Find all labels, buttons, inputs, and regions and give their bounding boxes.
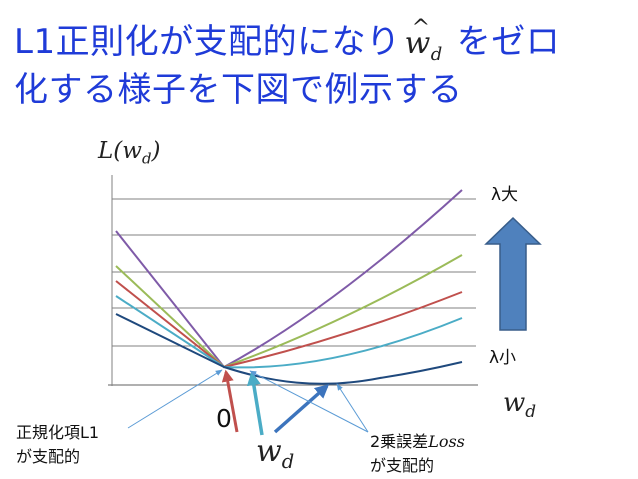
wd-center-label: wd [256, 434, 295, 473]
curve-lambda-2 [115, 254, 463, 369]
curve-lambda-4 [115, 295, 463, 369]
zero-label: 0 [216, 404, 232, 433]
x-axis-label: wd [503, 388, 537, 422]
callout-arrow-right-1 [249, 370, 369, 433]
right-note: 2乗誤差Loss が支配的 [370, 430, 465, 478]
w-symbol: w [404, 26, 431, 61]
curve-lambda-5 [115, 313, 463, 385]
cyan-arrow [246, 371, 264, 436]
y-axis-label: L(wd) [98, 138, 161, 168]
left-note: 正規化項L1 が支配的 [16, 421, 99, 469]
d-subscript: d [430, 44, 443, 65]
blue-arrow [273, 384, 330, 434]
lambda-up-arrow [484, 216, 542, 331]
callout-arrow-right-2 [336, 383, 369, 433]
lambda-large-label: λ大 [491, 185, 519, 205]
curve-lambda-3 [115, 280, 463, 369]
slide-title-line-2: 化する様子を下図で例示する [14, 70, 463, 110]
title-text-1: L1正則化が支配的になり [14, 22, 401, 62]
gridlines [112, 198, 476, 347]
slide-title-line-1: L1正則化が支配的になり ^ wd をゼロ [14, 14, 560, 65]
callout-arrow-left [127, 369, 223, 429]
title-text-2: をゼロ [456, 22, 561, 62]
red-arrow [221, 369, 239, 433]
w-hat-d-symbol: ^ wd [404, 16, 443, 65]
right-note-line-2: が支配的 [370, 456, 435, 475]
hat-symbol: ^ [411, 16, 431, 41]
left-note-line-2: が支配的 [16, 447, 81, 466]
curve-lambda-1 [115, 189, 463, 369]
right-note-line-1: 2乗誤差Loss [370, 432, 465, 451]
lambda-small-label: λ小 [489, 348, 517, 368]
left-note-line-1: 正規化項L1 [16, 423, 100, 442]
